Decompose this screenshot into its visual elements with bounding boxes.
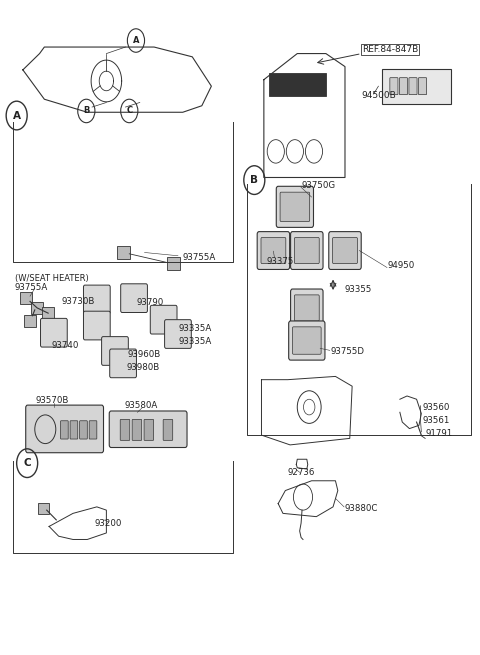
FancyBboxPatch shape xyxy=(32,302,43,314)
FancyBboxPatch shape xyxy=(109,411,187,447)
FancyBboxPatch shape xyxy=(89,421,97,439)
Text: A: A xyxy=(12,111,21,121)
FancyBboxPatch shape xyxy=(120,284,147,312)
Text: 93730B: 93730B xyxy=(61,297,95,306)
FancyBboxPatch shape xyxy=(40,318,67,347)
FancyBboxPatch shape xyxy=(261,238,286,263)
FancyBboxPatch shape xyxy=(132,419,142,440)
FancyBboxPatch shape xyxy=(167,257,180,270)
Text: 94950: 94950 xyxy=(388,261,415,270)
Text: B: B xyxy=(83,107,90,115)
FancyBboxPatch shape xyxy=(419,78,427,95)
FancyBboxPatch shape xyxy=(80,421,87,439)
Text: B: B xyxy=(250,175,258,185)
FancyBboxPatch shape xyxy=(84,311,110,340)
FancyBboxPatch shape xyxy=(382,69,451,103)
FancyBboxPatch shape xyxy=(117,246,130,259)
FancyBboxPatch shape xyxy=(120,419,130,440)
FancyBboxPatch shape xyxy=(21,292,32,304)
Text: 93755D: 93755D xyxy=(331,347,365,356)
Text: (W/SEAT HEATER): (W/SEAT HEATER) xyxy=(15,274,88,283)
FancyBboxPatch shape xyxy=(280,192,310,221)
Text: 93980B: 93980B xyxy=(126,364,160,373)
Text: 93561: 93561 xyxy=(422,416,450,424)
Text: 93755A: 93755A xyxy=(183,253,216,261)
FancyBboxPatch shape xyxy=(165,320,192,348)
FancyBboxPatch shape xyxy=(257,232,289,269)
Text: 93335A: 93335A xyxy=(179,324,212,333)
Text: 93580A: 93580A xyxy=(124,402,158,410)
FancyBboxPatch shape xyxy=(144,419,154,440)
Text: 92736: 92736 xyxy=(288,468,315,477)
FancyBboxPatch shape xyxy=(24,315,36,327)
FancyBboxPatch shape xyxy=(333,238,358,263)
Text: REF.84-847B: REF.84-847B xyxy=(362,45,418,54)
FancyBboxPatch shape xyxy=(70,421,78,439)
FancyBboxPatch shape xyxy=(26,405,104,453)
FancyBboxPatch shape xyxy=(42,307,54,319)
FancyBboxPatch shape xyxy=(269,73,326,96)
FancyBboxPatch shape xyxy=(390,78,398,95)
FancyBboxPatch shape xyxy=(290,232,323,269)
FancyBboxPatch shape xyxy=(60,421,68,439)
Text: 93755A: 93755A xyxy=(15,282,48,291)
Text: A: A xyxy=(132,36,139,45)
FancyBboxPatch shape xyxy=(84,285,110,314)
Text: 93790: 93790 xyxy=(136,298,164,307)
Text: 93740: 93740 xyxy=(51,341,79,350)
FancyBboxPatch shape xyxy=(409,78,417,95)
Text: 93570B: 93570B xyxy=(36,396,69,405)
FancyBboxPatch shape xyxy=(37,502,49,514)
Text: 93375: 93375 xyxy=(266,257,294,266)
Text: 91791: 91791 xyxy=(425,428,453,438)
Text: C: C xyxy=(24,458,31,468)
FancyBboxPatch shape xyxy=(399,78,408,95)
FancyBboxPatch shape xyxy=(288,321,325,360)
Text: 93355: 93355 xyxy=(345,285,372,294)
Text: 93960B: 93960B xyxy=(128,350,161,360)
FancyBboxPatch shape xyxy=(276,186,313,227)
Text: 93880C: 93880C xyxy=(345,504,378,514)
Text: 93335A: 93335A xyxy=(179,337,212,346)
FancyBboxPatch shape xyxy=(290,289,323,327)
FancyBboxPatch shape xyxy=(292,327,321,354)
FancyBboxPatch shape xyxy=(163,419,173,440)
FancyBboxPatch shape xyxy=(110,349,136,378)
Text: 94500B: 94500B xyxy=(362,92,396,100)
FancyBboxPatch shape xyxy=(294,295,319,321)
FancyBboxPatch shape xyxy=(294,238,319,263)
Text: 93750G: 93750G xyxy=(301,181,335,190)
Text: 93200: 93200 xyxy=(95,519,122,528)
Text: 93560: 93560 xyxy=(422,403,450,411)
FancyBboxPatch shape xyxy=(102,337,128,365)
Text: C: C xyxy=(126,107,132,115)
FancyBboxPatch shape xyxy=(150,305,177,334)
FancyBboxPatch shape xyxy=(329,232,361,269)
